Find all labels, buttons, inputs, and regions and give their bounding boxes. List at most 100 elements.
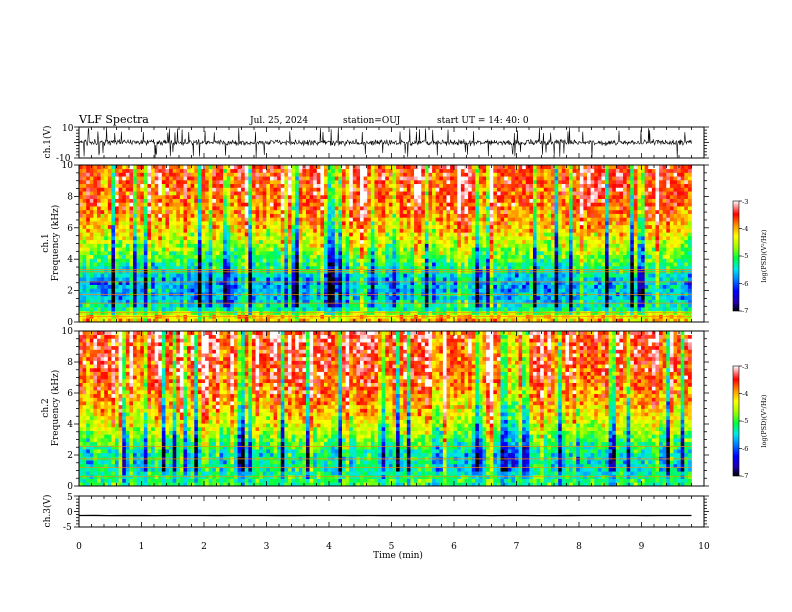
- spectrogram-cell: [226, 239, 231, 244]
- spectrogram-cell: [482, 303, 487, 308]
- spectrogram-cell: [489, 191, 494, 196]
- spectrogram-cell: [241, 318, 246, 323]
- spectrogram-cell: [89, 303, 94, 308]
- spectrogram-cell: [450, 265, 455, 271]
- spectrogram-cell: [197, 217, 202, 222]
- spectrogram-cell: [233, 176, 238, 181]
- spectrogram-cell: [205, 258, 210, 263]
- spectrogram-cell: [428, 228, 433, 233]
- spectrogram-cell: [187, 288, 192, 293]
- spectrogram-cell: [396, 247, 401, 252]
- spectrogram-cell: [414, 280, 419, 285]
- spectrogram-cell: [201, 284, 206, 289]
- spectrogram-cell: [406, 172, 411, 177]
- spectrogram-cell: [233, 221, 238, 226]
- spectrogram-cell: [244, 232, 249, 237]
- spectrogram-cell: [154, 307, 159, 312]
- spectrogram-cell: [331, 258, 336, 263]
- spectrogram-cell: [392, 277, 397, 282]
- spectrogram-cell: [129, 303, 134, 308]
- spectrogram-cell: [320, 318, 325, 323]
- spectrogram-cell: [442, 191, 447, 196]
- spectrogram-cell: [345, 183, 350, 188]
- spectrogram-cell: [450, 318, 455, 323]
- spectrogram-cell: [331, 183, 336, 188]
- spectrogram-cell: [277, 288, 282, 293]
- spectrogram-cell: [320, 202, 325, 207]
- spectrogram-cell: [158, 165, 163, 170]
- spectrogram-cell: [122, 250, 127, 256]
- spectrogram-cell: [125, 288, 130, 293]
- spectrogram-cell: [205, 194, 210, 199]
- spectrogram-cell: [482, 273, 487, 278]
- spectrogram-cell: [97, 179, 101, 185]
- spectrogram-cell: [97, 250, 101, 256]
- spectrogram-cell: [183, 284, 188, 289]
- spectrogram-cell: [360, 318, 364, 323]
- spectrogram-cell: [277, 176, 282, 181]
- spectrogram-cell: [489, 209, 494, 214]
- spectrogram-cell: [439, 172, 444, 177]
- spectrogram-cell: [360, 213, 364, 218]
- spectrogram-cell: [129, 243, 134, 248]
- spectrogram-cell: [219, 209, 224, 214]
- spectrogram-cell: [219, 221, 224, 226]
- spectrogram-cell: [486, 217, 491, 222]
- spectrogram-cell: [486, 262, 491, 267]
- spectrogram-cell: [406, 206, 411, 211]
- spectrogram-cell: [424, 198, 429, 203]
- spectrogram-cell: [446, 191, 451, 196]
- spectrogram-cell: [93, 307, 98, 312]
- spectrogram-cell: [385, 262, 390, 267]
- spectrogram-cell: [79, 176, 83, 181]
- spectrogram-cell: [205, 221, 210, 226]
- spectrogram-cell: [334, 194, 339, 199]
- spectrogram-cell: [356, 228, 361, 233]
- spectrogram-cell: [475, 183, 480, 188]
- spectrogram-cell: [241, 262, 246, 267]
- spectrogram-cell: [457, 209, 462, 214]
- spectrogram-cell: [360, 187, 364, 192]
- spectrogram-cell: [197, 288, 202, 293]
- spectrogram-cell: [255, 303, 260, 308]
- spectrogram-cell: [457, 172, 462, 177]
- spectrogram-cell: [374, 273, 379, 278]
- spectrogram-cell: [237, 303, 242, 308]
- spectrogram-cell: [82, 239, 87, 244]
- spectrogram-cell: [410, 206, 415, 211]
- spectrogram-cell: [320, 280, 325, 285]
- spectrogram-cell: [233, 258, 238, 263]
- spectrogram-cell: [324, 232, 328, 237]
- spectrogram-cell: [305, 213, 310, 218]
- spectrogram-cell: [316, 206, 321, 211]
- spectrogram-cell: [179, 295, 184, 300]
- spectrogram-cell: [442, 221, 447, 226]
- spectrogram-cell: [468, 303, 473, 308]
- spectrogram-cell: [161, 224, 166, 229]
- spectrogram-cell: [327, 232, 332, 237]
- spectrogram-cell: [284, 284, 289, 289]
- spectrogram-cell: [143, 307, 148, 312]
- spectrogram-cell: [277, 228, 282, 233]
- spectrogram-cell: [93, 232, 98, 237]
- spectrogram-cell: [154, 198, 159, 203]
- spectrogram-cell: [241, 202, 246, 207]
- spectrogram-cell: [176, 254, 181, 259]
- spectrogram-cell: [223, 303, 228, 308]
- spectrogram-cell: [403, 236, 408, 241]
- spectrogram-cell: [262, 250, 267, 256]
- spectrogram-cell: [439, 183, 444, 188]
- spectrogram-cell: [313, 187, 318, 192]
- spectrogram-cell: [432, 299, 437, 304]
- spectrogram-cell: [205, 265, 210, 271]
- spectrogram-cell: [158, 183, 163, 188]
- spectrogram-cell: [93, 265, 98, 271]
- spectrogram-cell: [298, 202, 303, 207]
- spectrogram-cell: [453, 258, 458, 263]
- spectrogram-cell: [345, 254, 350, 259]
- spectrogram-cell: [284, 168, 289, 173]
- spectrogram-cell: [208, 213, 213, 218]
- spectrogram-cell: [280, 179, 285, 185]
- spectrogram-cell: [111, 213, 116, 218]
- spectrogram-cell: [122, 191, 127, 196]
